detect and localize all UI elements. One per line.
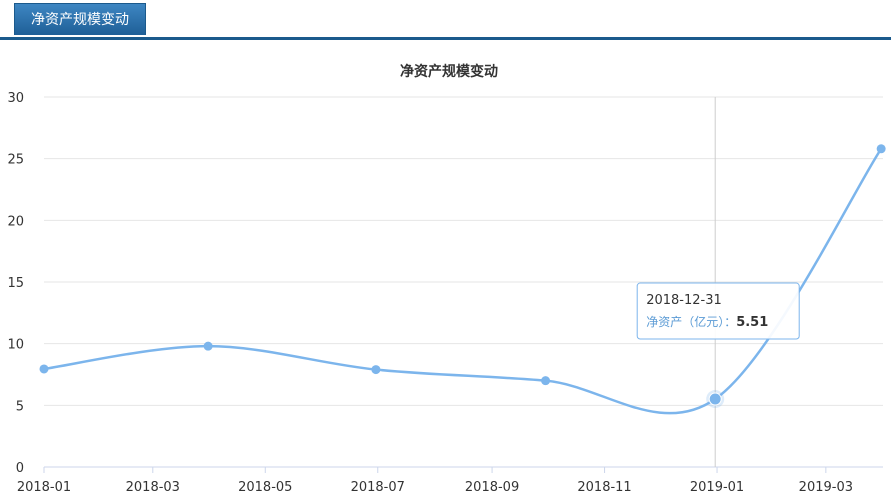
x-tick-label: 2018-05 <box>238 480 292 495</box>
data-point <box>708 392 722 406</box>
x-tick-label: 2019-01 <box>690 480 744 495</box>
tooltip-value: 5.51 <box>736 315 768 330</box>
y-tick-label: 10 <box>7 338 24 353</box>
x-tick-label: 2019-03 <box>799 480 853 495</box>
tooltip-value-line: 净资产（亿元）：5.51 <box>646 314 768 330</box>
x-tick-label: 2018-09 <box>465 480 519 495</box>
tooltip-series-label: 净资产（亿元）： <box>646 314 736 329</box>
data-points <box>39 144 886 409</box>
data-point <box>541 376 551 386</box>
chart-title: 净资产规模变动 <box>400 63 498 80</box>
y-tick-label: 30 <box>7 91 24 106</box>
tooltip: 2018-12-31 净资产（亿元）：5.51 <box>636 282 800 340</box>
y-tick-label: 0 <box>16 461 24 476</box>
x-tick-label: 2018-11 <box>577 480 631 495</box>
series-line <box>43 148 883 415</box>
y-tick-label: 25 <box>7 153 24 168</box>
tab-bar: 净资产规模变动 <box>0 0 891 40</box>
tab-net-assets[interactable]: 净资产规模变动 <box>14 3 146 35</box>
y-tick-label: 20 <box>7 214 24 229</box>
y-tick-label: 15 <box>7 276 24 291</box>
tooltip-box <box>636 282 800 340</box>
grid-lines <box>44 96 883 468</box>
x-axis: 2018-01 2018-03 2018-05 2018-07 2018-09 2018-… <box>17 467 853 495</box>
data-point <box>39 364 49 374</box>
x-tick-label: 2018-07 <box>351 480 405 495</box>
y-tick-label: 5 <box>16 399 24 414</box>
data-point <box>876 144 886 154</box>
data-point <box>203 341 213 351</box>
data-point <box>371 365 381 375</box>
tooltip-date: 2018-12-31 <box>646 293 722 308</box>
y-axis-ticks: 0 5 10 15 20 25 30 <box>7 91 24 476</box>
x-tick-label: 2018-03 <box>126 480 180 495</box>
x-tick-label: 2018-01 <box>17 480 71 495</box>
